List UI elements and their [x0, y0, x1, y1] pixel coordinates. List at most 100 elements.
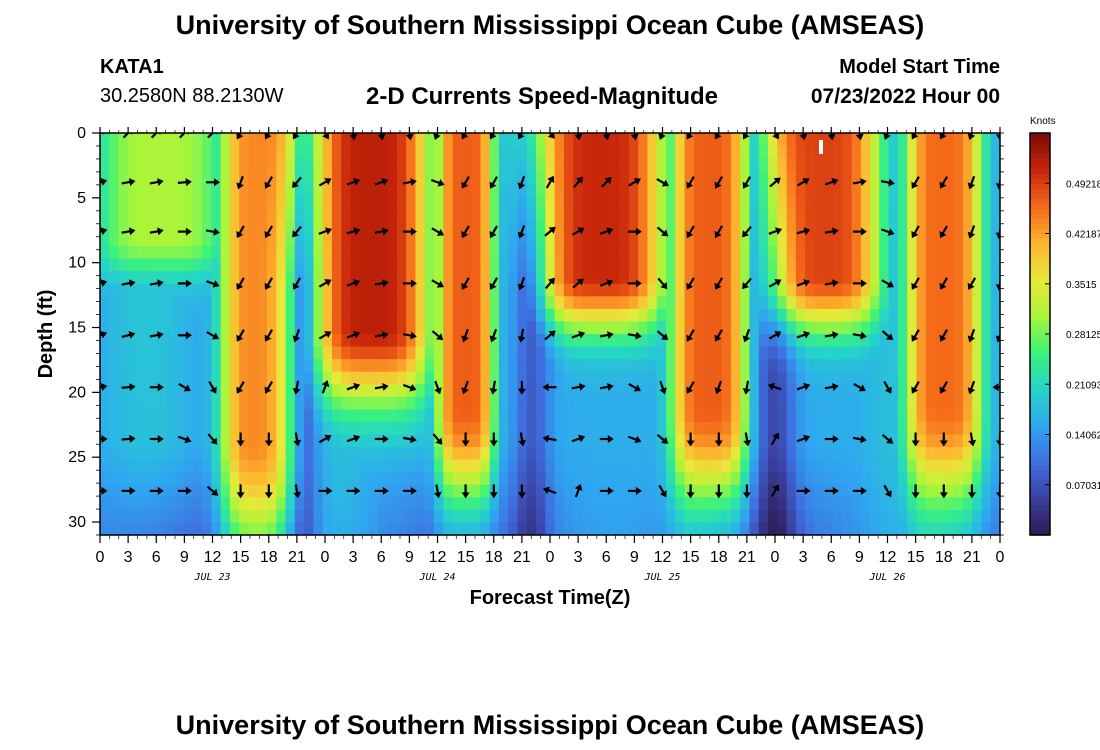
vector-head — [742, 133, 750, 140]
heatmap-cell — [257, 170, 268, 184]
heatmap-cell — [665, 195, 676, 209]
current-vector — [686, 225, 695, 239]
heatmap-cell — [331, 334, 342, 348]
current-vector — [264, 484, 273, 499]
heatmap-cell — [471, 396, 482, 410]
heatmap-cell — [137, 396, 147, 410]
heatmap-cell — [536, 195, 546, 209]
current-vector — [714, 484, 723, 499]
heatmap-cell — [239, 208, 250, 222]
heatmap-cell — [888, 497, 899, 511]
heatmap-cell — [582, 195, 593, 209]
heatmap-cell — [480, 195, 491, 209]
heatmap-cell — [350, 220, 361, 235]
heatmap-cell — [944, 170, 955, 184]
heatmap-cell — [322, 409, 333, 423]
heatmap-cell — [220, 208, 231, 222]
heatmap-cell — [239, 170, 250, 184]
vector-head — [803, 279, 811, 287]
heatmap-cell — [536, 409, 546, 423]
heatmap-cell — [517, 459, 528, 473]
heatmap-cell — [369, 258, 379, 272]
heatmap-cell — [118, 509, 129, 524]
heatmap-cell — [146, 321, 157, 335]
current-vector — [264, 277, 274, 290]
vector-head — [635, 486, 642, 495]
heatmap-cell — [350, 170, 361, 184]
heatmap-cell — [406, 258, 417, 272]
heatmap-cell — [489, 283, 500, 297]
heatmap-cell — [331, 409, 342, 423]
heatmap-cell — [480, 409, 491, 423]
heatmap-cell — [331, 346, 342, 360]
colorbar-swatch — [1030, 173, 1050, 179]
heatmap-cell — [424, 145, 435, 159]
heatmap-cell — [517, 447, 528, 461]
heatmap-cell — [127, 421, 138, 436]
heatmap-cell — [285, 359, 296, 373]
heatmap-cell — [823, 195, 834, 209]
heatmap-cell — [860, 472, 871, 486]
vector-head — [518, 439, 527, 447]
heatmap-cell — [202, 145, 212, 159]
heatmap-cell — [220, 371, 231, 385]
heatmap-cell — [137, 497, 147, 511]
heatmap-cell — [573, 195, 584, 209]
heatmap-cell — [202, 384, 212, 398]
heatmap-cell — [768, 409, 778, 423]
current-vector — [177, 486, 192, 495]
heatmap-cell — [730, 396, 741, 410]
current-vector — [461, 225, 470, 239]
heatmap-cell — [350, 158, 361, 172]
heatmap-cell — [721, 233, 732, 247]
current-vector — [571, 383, 586, 391]
heatmap-cell — [220, 170, 231, 184]
current-vector — [100, 279, 108, 287]
heatmap-cell — [879, 183, 890, 197]
vector-head — [883, 133, 891, 141]
heatmap-cell — [220, 233, 231, 247]
heatmap-cell — [860, 308, 871, 323]
vector-head — [100, 331, 108, 339]
heatmap-cell — [805, 484, 816, 498]
vector-head — [410, 178, 417, 186]
current-vector — [883, 381, 892, 394]
vector-head — [542, 486, 550, 495]
vector-head — [967, 282, 975, 290]
colorbar-swatch — [1030, 524, 1050, 531]
heatmap-cell — [285, 321, 296, 335]
heatmap-cell — [211, 195, 222, 209]
heatmap-cell — [164, 396, 175, 410]
heatmap-cell — [276, 208, 287, 222]
current-vector — [769, 177, 781, 188]
heatmap-cell — [489, 195, 500, 209]
heatmap-cell — [972, 271, 983, 285]
heatmap-cell — [229, 509, 240, 524]
heatmap-cell — [489, 133, 500, 147]
heatmap-cell — [730, 421, 741, 436]
heatmap-cell — [656, 371, 667, 385]
heatmap-cell — [610, 522, 621, 535]
heatmap-cell — [443, 472, 454, 486]
heatmap-cell — [740, 459, 751, 473]
heatmap-cell — [944, 195, 955, 209]
heatmap-cell — [749, 133, 760, 147]
heatmap-cell — [860, 409, 871, 423]
heatmap-cell — [703, 522, 713, 535]
heatmap-cell — [359, 258, 370, 272]
heatmap-cell — [220, 258, 231, 272]
heatmap-cell — [842, 246, 853, 260]
heatmap-cell — [656, 195, 667, 209]
heatmap-cell — [730, 472, 741, 486]
heatmap-cell — [647, 522, 658, 535]
current-vector — [377, 133, 386, 141]
heatmap-cell — [563, 145, 574, 159]
heatmap-cell — [805, 220, 816, 235]
vector-head — [100, 227, 108, 236]
heatmap-cell — [703, 371, 713, 385]
heatmap-cell — [443, 509, 454, 524]
heatmap-cell — [517, 183, 528, 197]
heatmap-cell — [981, 233, 992, 247]
heatmap-cell — [610, 421, 621, 436]
